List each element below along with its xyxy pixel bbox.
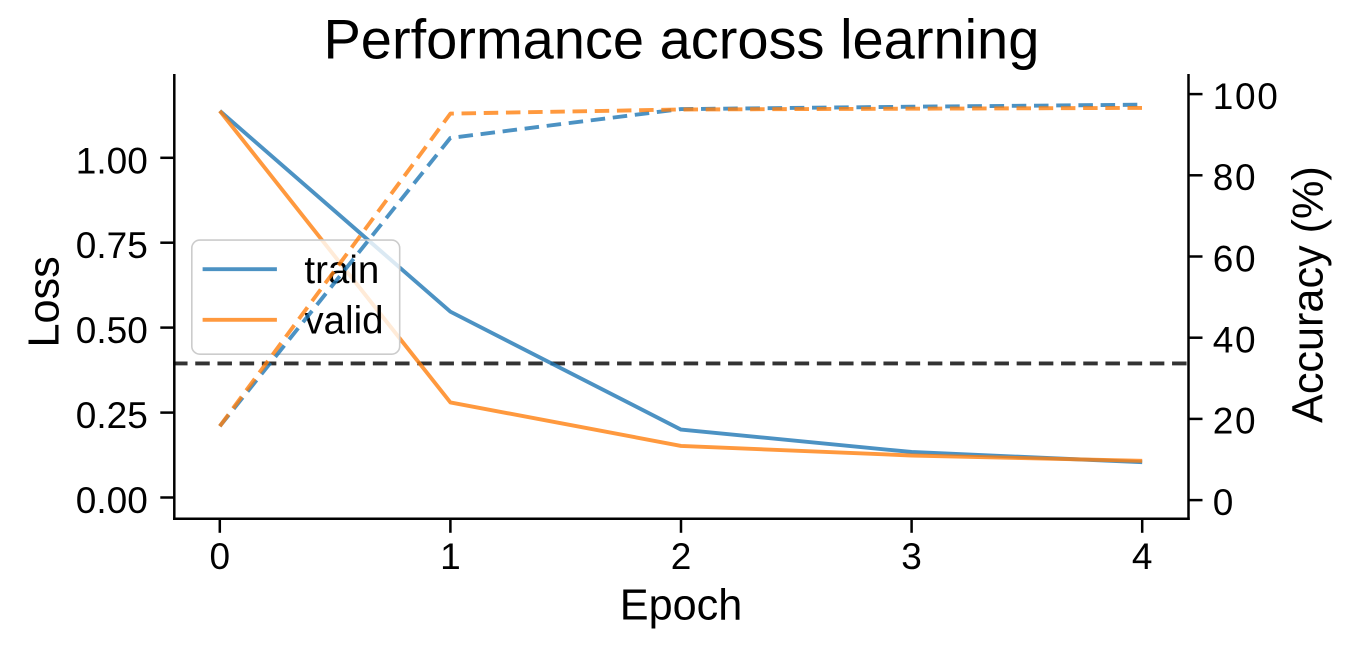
svg-text:0: 0 [210,536,231,577]
svg-text:3: 3 [901,536,922,577]
svg-text:Accuracy (%): Accuracy (%) [1284,166,1332,423]
svg-text:valid: valid [304,300,383,343]
svg-text:1: 1 [440,536,461,577]
svg-text:40: 40 [1213,320,1257,361]
svg-text:0.50: 0.50 [76,310,148,351]
svg-text:60: 60 [1213,238,1257,279]
svg-text:train: train [304,249,379,292]
svg-text:Epoch: Epoch [620,581,742,629]
svg-text:4: 4 [1132,536,1153,577]
svg-text:20: 20 [1213,401,1257,442]
svg-text:Loss: Loss [20,256,68,347]
svg-text:0.00: 0.00 [76,480,148,521]
svg-text:0.75: 0.75 [76,225,148,266]
svg-text:1.00: 1.00 [76,140,148,181]
svg-text:2: 2 [671,536,692,577]
svg-text:Performance across learning: Performance across learning [323,7,1039,70]
svg-text:80: 80 [1213,157,1257,198]
svg-text:0.25: 0.25 [76,395,148,436]
svg-text:100: 100 [1213,76,1280,117]
svg-text:0: 0 [1213,482,1235,523]
